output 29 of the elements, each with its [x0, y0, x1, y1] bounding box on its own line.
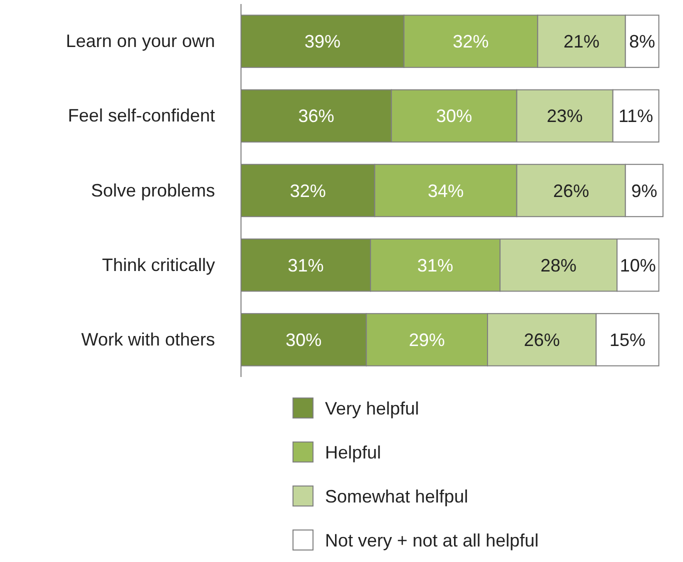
data-label: 30%: [436, 106, 472, 126]
data-label: 26%: [553, 180, 590, 201]
y-tick-label: Feel self-confident: [68, 106, 215, 126]
data-label: 29%: [408, 330, 445, 350]
legend-label: Helpful: [325, 442, 382, 462]
data-label: 9%: [631, 180, 658, 201]
y-tick-label: Learn on your own: [66, 31, 215, 52]
data-label: 8%: [629, 32, 656, 52]
data-label: 11%: [618, 106, 654, 126]
data-label: 15%: [609, 330, 646, 350]
data-label: 31%: [288, 255, 324, 276]
data-label: 32%: [290, 180, 326, 201]
legend-label: Somewhat helfpul: [325, 486, 468, 506]
data-label: 39%: [304, 32, 340, 52]
data-label: 10%: [620, 255, 656, 276]
data-label: 23%: [546, 106, 583, 126]
data-label: 31%: [417, 255, 454, 276]
data-label: 26%: [524, 330, 560, 350]
y-tick-label: Think critically: [102, 254, 215, 275]
y-tick-label: Work with others: [81, 329, 215, 350]
data-label: 21%: [564, 32, 600, 52]
legend-label: Very helpful: [325, 398, 420, 418]
data-label: 32%: [452, 32, 489, 52]
data-label: 30%: [286, 330, 322, 350]
data-label: 34%: [428, 180, 464, 201]
data-label: 36%: [298, 106, 334, 126]
data-label: 28%: [540, 255, 577, 276]
legend-label: Not very + not at all helpful: [325, 530, 539, 550]
y-tick-label: Solve problems: [90, 180, 215, 200]
